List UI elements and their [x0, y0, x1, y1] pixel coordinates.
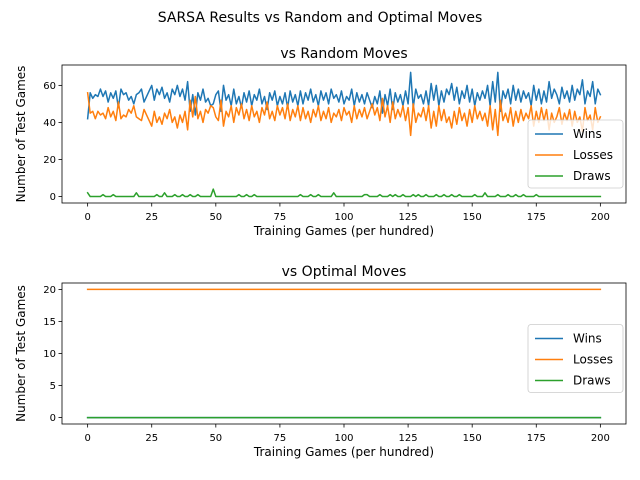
x-tick-label: 50: [209, 433, 222, 444]
x-tick-label: 125: [399, 212, 418, 223]
legend-label-losses: Losses: [573, 353, 613, 367]
y-tick-label: 10: [43, 349, 56, 360]
x-tick-label: 100: [334, 433, 353, 444]
legend-label-draws: Draws: [573, 169, 611, 183]
legend-label-losses: Losses: [573, 148, 613, 162]
axes-title: vs Random Moves: [280, 46, 407, 62]
legend-label-wins: Wins: [573, 332, 602, 346]
x-tick-label: 50: [209, 212, 222, 223]
legend: Wins Losses Draws: [527, 119, 624, 189]
x-tick-label: 100: [334, 212, 353, 223]
y-tick-label: 20: [43, 285, 56, 296]
figure-suptitle: SARSA Results vs Random and Optimal Move…: [158, 10, 483, 26]
x-tick-label: 75: [274, 433, 287, 444]
chart-random: vs Random Moves 0 25 50 75 100 125 150 175 200 0 20…: [14, 46, 627, 238]
y-axis-label: Number of Test Games: [14, 66, 28, 203]
x-tick-label: 75: [274, 212, 287, 223]
x-tick-label: 0: [84, 433, 90, 444]
x-tick-label: 125: [399, 433, 418, 444]
chart-optimal: vs Optimal Moves 0 25 50 75 100 125 150 175 200 0 5…: [14, 264, 627, 459]
series-line-draws: [86, 188, 602, 198]
y-tick-label: 60: [43, 81, 56, 92]
x-tick-label: 150: [463, 212, 482, 223]
legend: Wins Losses Draws: [527, 324, 624, 393]
legend-label-wins: Wins: [573, 127, 602, 141]
x-tick-label: 0: [84, 212, 90, 223]
legend-box: [527, 324, 624, 393]
x-tick-label: 200: [591, 433, 610, 444]
series-line-losses: [86, 91, 602, 137]
x-tick-label: 25: [145, 212, 158, 223]
x-axis-label: Training Games (per hundred): [253, 445, 434, 459]
x-tick-label: 175: [527, 212, 546, 223]
x-tick-label: 200: [591, 212, 610, 223]
x-tick-label: 25: [145, 433, 158, 444]
y-tick-label: 5: [50, 381, 56, 392]
y-tick-label: 40: [43, 118, 56, 129]
y-axis-label: Number of Test Games: [14, 285, 28, 422]
y-tick-label: 15: [43, 317, 56, 328]
y-tick-label: 20: [43, 155, 56, 166]
x-tick-label: 150: [463, 433, 482, 444]
x-tick-label: 175: [527, 433, 546, 444]
y-tick-label: 0: [50, 192, 56, 203]
legend-box: [527, 119, 624, 189]
axes-title: vs Optimal Moves: [282, 264, 407, 280]
x-axis-label: Training Games (per hundred): [253, 224, 434, 238]
y-tick-label: 0: [50, 413, 56, 424]
legend-label-draws: Draws: [573, 374, 611, 388]
series-line-wins: [86, 71, 602, 120]
